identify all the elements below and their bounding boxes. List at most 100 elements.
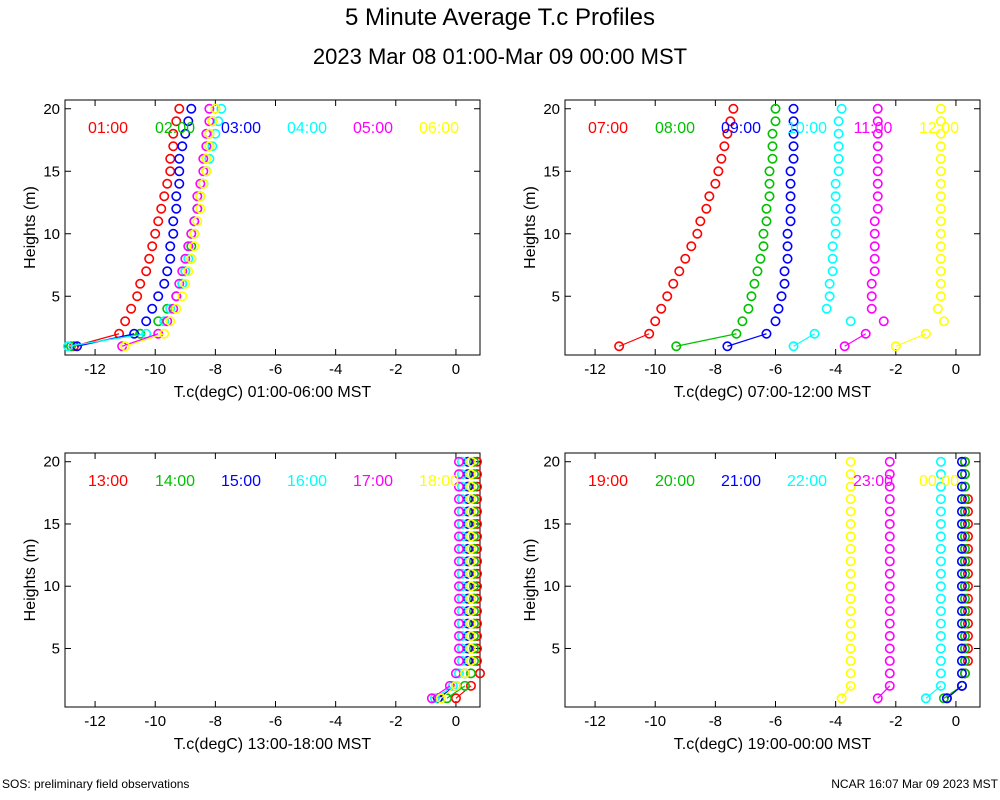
data-point [956,469,967,480]
data-point [671,341,682,352]
data-point [788,103,799,114]
data-point [866,278,877,289]
data-point [165,303,176,314]
data-point [63,341,74,352]
data-point [141,316,152,327]
data-point [959,556,970,567]
series-connector [877,685,891,699]
legend-label: 16:00 [287,473,327,490]
data-point [459,668,470,679]
data-point [704,191,715,202]
data-point [159,316,170,327]
data-point [186,228,197,239]
legend-label: 03:00 [221,120,261,137]
data-point [465,456,476,467]
data-point [845,316,856,327]
data-point [183,241,194,252]
data-point [764,178,775,189]
data-point [956,581,967,592]
data-point [171,116,182,127]
data-point [701,203,712,214]
data-point [884,518,895,529]
data-point [935,643,946,654]
data-point [956,518,967,529]
data-point [935,618,946,629]
data-point [962,655,973,666]
data-point [935,631,946,642]
data-point [935,469,946,480]
data-point [935,278,946,289]
data-point [962,568,973,579]
data-point [956,631,967,642]
data-point [453,506,464,517]
data-point [938,693,949,704]
data-point [884,568,895,579]
data-point [465,518,476,529]
data-point [468,494,479,505]
data-point [830,228,841,239]
data-point [785,216,796,227]
data-point [959,618,970,629]
x-tick-label: -4 [829,361,842,378]
data-point [869,266,880,277]
data-point [153,291,164,302]
data-point [66,341,77,352]
data-point [962,581,973,592]
data-point [962,631,973,642]
data-point [180,128,191,139]
data-point [962,543,973,554]
y-tick-label: 20 [43,101,60,118]
series-connector [618,333,650,347]
data-point [453,655,464,666]
data-point [465,543,476,554]
data-point [725,116,736,127]
data-point [165,253,176,264]
data-point [845,469,856,480]
legend-label: 22:00 [787,473,827,490]
data-point [743,303,754,314]
legend-label: 20:00 [655,473,695,490]
data-point [809,328,820,339]
data-point [453,568,464,579]
data-point [129,328,140,339]
data-point [465,481,476,492]
chart-title: 5 Minute Average T.c Profiles [345,4,655,31]
data-point [956,593,967,604]
data-point [465,556,476,567]
data-point [884,606,895,617]
data-point [884,680,895,691]
data-point [935,593,946,604]
data-point [453,668,464,679]
x-tick-label: -4 [329,713,342,730]
data-point [884,506,895,517]
data-point [198,178,209,189]
data-point [959,506,970,517]
data-point [198,166,209,177]
data-point [782,253,793,264]
data-point [884,456,895,467]
data-point [956,481,967,492]
data-point [468,606,479,617]
data-point [956,568,967,579]
data-point [956,606,967,617]
data-point [962,593,973,604]
data-point [845,643,856,654]
x-tick-label: 0 [952,713,960,730]
data-point [935,291,946,302]
x-tick-label: -8 [709,361,722,378]
data-point [770,116,781,127]
data-point [737,316,748,327]
data-point [956,643,967,654]
data-point [884,543,895,554]
y-tick-label: 5 [552,640,560,657]
data-point [147,303,158,314]
data-point [872,191,883,202]
data-point [195,203,206,214]
data-point [941,693,952,704]
data-point [159,328,170,339]
data-point [935,606,946,617]
data-point [204,116,215,127]
x-tick-label: -8 [209,361,222,378]
data-point [845,494,856,505]
data-point [956,668,967,679]
